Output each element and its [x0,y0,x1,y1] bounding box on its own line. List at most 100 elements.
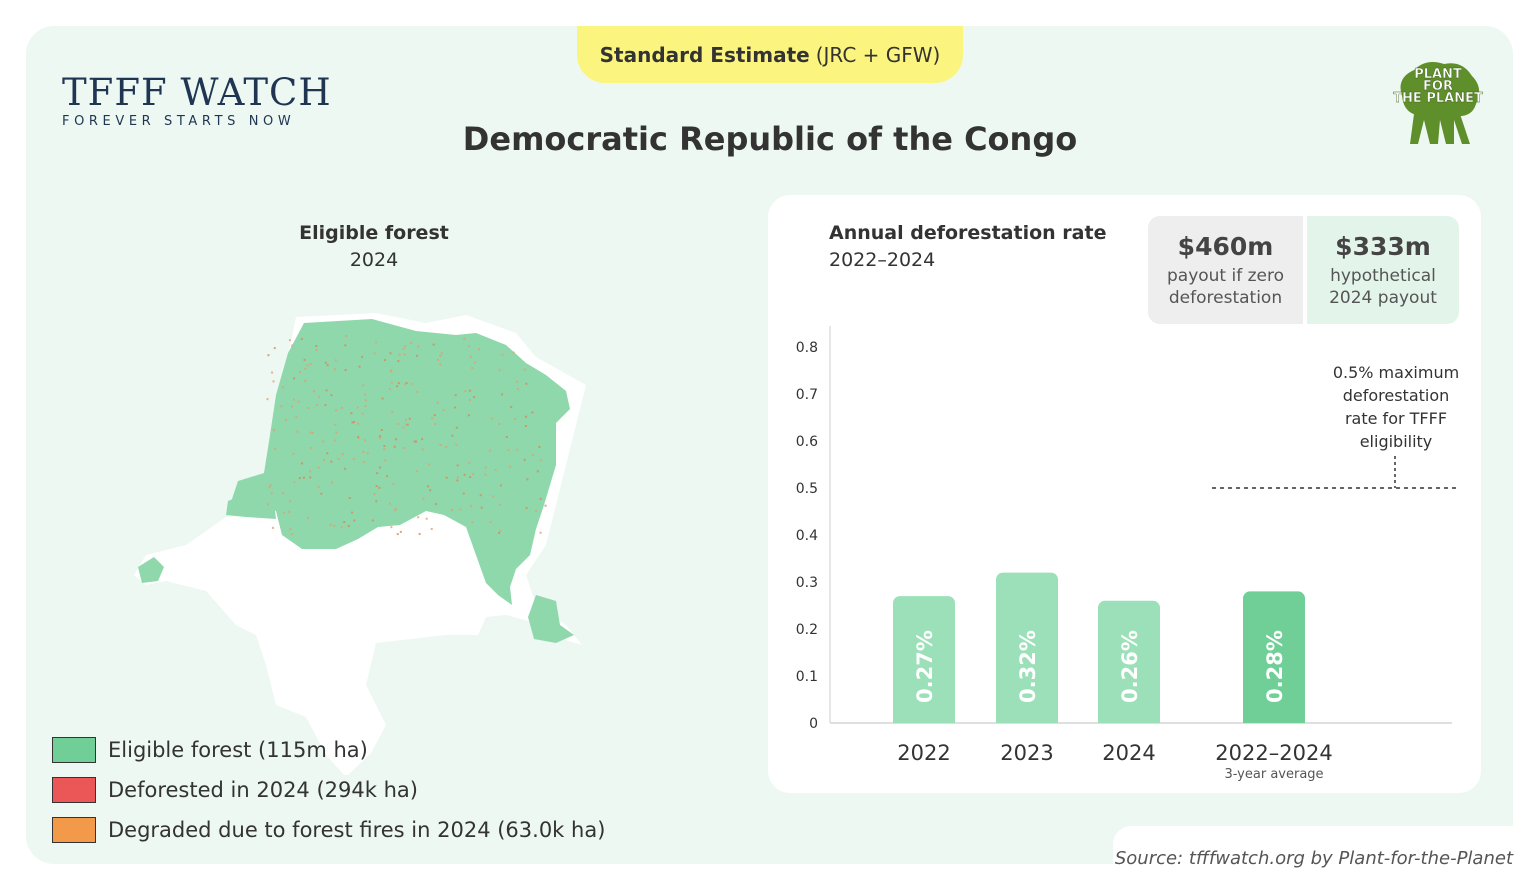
speckle-mark [406,423,409,426]
eligible-forest-east [528,595,574,643]
speckle-mark [378,436,381,439]
speckle-mark [439,354,442,357]
speckle-mark [311,431,314,434]
speckle-mark [361,355,364,358]
speckle-mark [326,364,329,367]
degradation-speckles [266,335,547,536]
speckle-mark [272,526,275,529]
speckle-mark [303,358,306,361]
eligible-forest-west [138,557,164,583]
speckle-mark [390,381,393,384]
legend-swatch-eligible [52,737,96,763]
speckle-mark [450,508,453,511]
speckle-mark [287,510,290,513]
bar-base [893,715,955,723]
speckle-mark [393,509,396,512]
speckle-mark [280,405,283,408]
speckle-mark [362,384,365,387]
speckle-mark [364,405,367,408]
speckle-mark [309,476,312,479]
speckle-mark [306,364,309,367]
tfff-watch-logo[interactable]: TFFF WATCH FOREVER STARTS NOW [62,74,332,130]
speckle-mark [347,525,350,528]
speckle-mark [351,421,354,424]
speckle-mark [378,486,381,489]
speckle-mark [501,393,504,396]
speckle-mark [389,370,392,373]
speckle-mark [539,531,542,534]
speckle-mark [408,417,411,420]
eligible-forest-region [230,319,570,605]
speckle-mark [320,492,323,495]
speckle-mark [386,475,389,478]
chart-subtitle: 2022–2024 [829,249,936,271]
speckle-mark [296,430,299,433]
speckle-mark [405,382,408,385]
speckle-mark [490,417,493,420]
speckle-mark [391,411,394,414]
speckle-mark [421,438,424,441]
speckle-mark [298,370,301,373]
speckle-mark [477,348,480,351]
speckle-mark [329,523,332,526]
speckle-mark [525,507,528,510]
speckle-mark [307,407,310,410]
speckle-mark [505,436,508,439]
speckle-mark [499,484,502,487]
x-category-label: 2022–2024 [1215,741,1332,765]
speckle-mark [297,400,300,403]
speckle-mark [440,352,443,355]
speckle-mark [376,472,379,475]
page-title: Democratic Republic of the Congo [462,120,1078,158]
bar-value-label: 0.28% [1263,630,1287,703]
x-category-label: 2023 [1000,741,1053,765]
plant-for-the-planet-logo[interactable]: PLANT FOR THE PLANET [1392,58,1484,148]
speckle-mark [469,389,472,392]
speckle-mark [484,466,487,469]
speckle-mark [417,516,420,519]
speckle-mark [536,470,539,473]
speckle-mark [510,405,513,408]
speckle-mark [324,361,327,364]
speckle-mark [402,347,405,350]
speckle-mark [345,335,348,338]
map-title: Eligible forest [299,222,449,244]
speckle-mark [361,412,364,415]
speckle-mark [333,368,336,371]
speckle-mark [433,414,436,417]
y-tick-label: 0.4 [796,528,818,544]
speckle-mark [462,492,465,495]
speckle-mark [396,533,399,536]
speckle-mark [451,434,454,437]
x-category-note: 3-year average [1224,767,1323,782]
y-tick-label: 0.5 [796,481,818,497]
speckle-mark [334,423,337,426]
speckle-mark [539,497,542,500]
speckle-mark [388,502,391,505]
speckle-mark [312,390,315,393]
speckle-mark [272,429,275,432]
speckle-mark [469,355,472,358]
speckle-mark [417,345,420,348]
speckle-mark [445,445,448,448]
speckle-mark [411,382,414,385]
y-tick-label: 0.7 [796,387,818,403]
speckle-mark [357,437,360,440]
speckle-mark [514,418,517,421]
payout-label-line2: 2024 payout [1329,288,1437,308]
speckle-mark [393,445,396,448]
speckle-mark [363,439,366,442]
speckle-mark [326,452,329,455]
speckle-mark [389,352,392,355]
speckle-mark [479,494,482,497]
estimate-tab[interactable]: Standard Estimate (JRC + GFW) [577,26,963,83]
legend-label-degraded: Degraded due to forest fires in 2024 (63… [108,818,606,842]
speckle-mark [403,447,406,450]
speckle-mark [392,482,395,485]
chart-title: Annual deforestation rate [829,222,1107,244]
speckle-mark [421,448,424,451]
speckle-mark [335,431,338,434]
speckle-mark [523,368,526,371]
speckle-mark [333,439,336,442]
speckle-mark [404,383,407,386]
